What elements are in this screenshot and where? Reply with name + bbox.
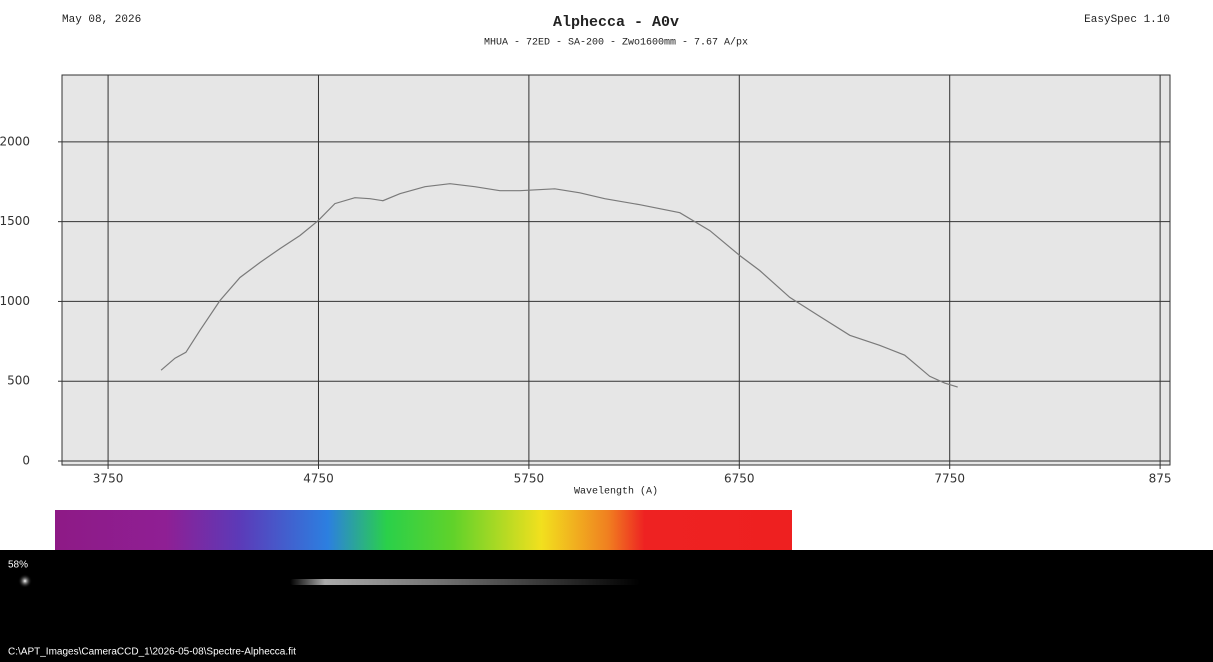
x-tick-label: 875	[1149, 472, 1172, 486]
zoom-label: 58%	[8, 560, 28, 571]
spectrum-image	[290, 579, 640, 585]
x-tick-label: 5750	[514, 472, 545, 486]
y-tick-label: 2000	[0, 134, 30, 148]
y-tick-label: 0	[22, 454, 30, 468]
image-panel	[0, 550, 1213, 662]
date: May 08, 2026	[62, 14, 141, 26]
x-tick-label: 4750	[303, 472, 334, 486]
y-tick-label: 1000	[0, 294, 30, 308]
x-tick-label: 7750	[934, 472, 965, 486]
y-tick-label: 500	[7, 374, 30, 388]
app-window: May 08, 2026 EasySpec 1.10 Alphecca - A0…	[0, 0, 1213, 662]
spectrum-bar	[55, 510, 792, 550]
version: EasySpec 1.10	[1084, 14, 1170, 26]
file-path: C:\APT_Images\CameraCCD_1\2026-05-08\Spe…	[8, 647, 296, 658]
x-tick-label: 3750	[93, 472, 124, 486]
x-tick-label: 6750	[724, 472, 755, 486]
y-tick-label: 1500	[0, 214, 30, 228]
chart-title: Alphecca - A0v	[553, 14, 679, 31]
star-image	[18, 574, 32, 588]
chart-subtitle: MHUA - 72ED - SA-200 - Zwo1600mm - 7.67 …	[484, 37, 748, 49]
x-axis-label: Wavelength (A)	[574, 486, 658, 498]
plot-area	[62, 75, 1170, 465]
